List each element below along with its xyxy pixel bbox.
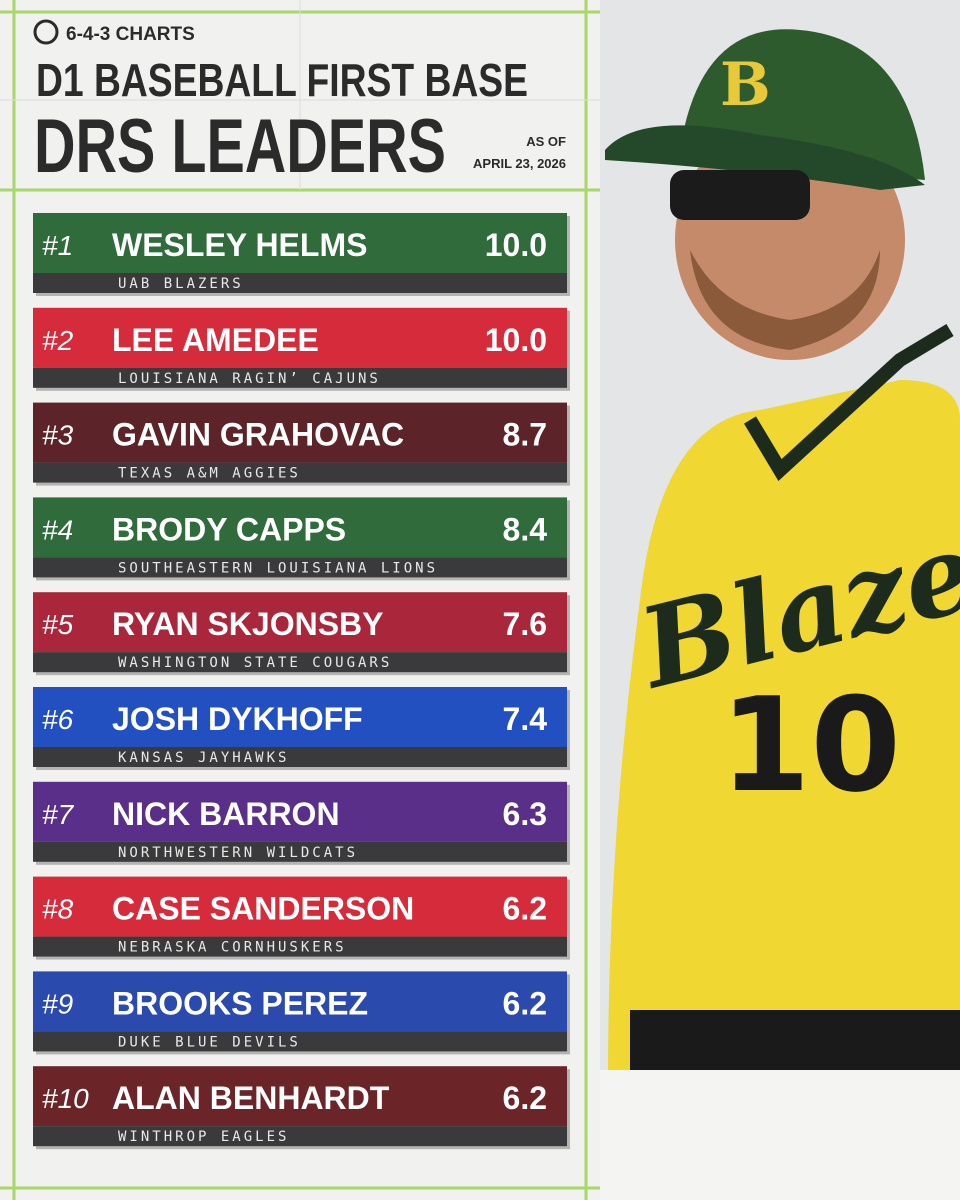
team-name: DUKE BLUE DEVILS [118, 1034, 301, 1050]
leader-row: #1 WESLEY HELMS 10.0 UAB BLAZERS [33, 213, 570, 296]
team-name: NEBRASKA CORNHUSKERS [118, 940, 347, 956]
player-name: RYAN SKJONSBY [112, 606, 383, 642]
rank: #5 [42, 609, 74, 640]
player-name: CASE SANDERSON [112, 891, 414, 927]
row-strip [33, 1031, 567, 1052]
team-name: WINTHROP EAGLES [118, 1129, 289, 1145]
rank: #2 [42, 325, 74, 356]
drs-value: 8.7 [503, 417, 547, 453]
row-strip [33, 747, 567, 767]
row-band [33, 687, 567, 747]
brand: 6-4-3 CHARTS [66, 24, 195, 45]
row-band [33, 213, 567, 273]
brand-logo [33, 19, 59, 45]
drs-value: 10.0 [485, 322, 547, 358]
rank: #9 [42, 988, 73, 1019]
row-band [33, 592, 567, 653]
rank: #1 [42, 230, 73, 261]
svg-text:B: B [720, 50, 771, 120]
as-of-date: APRIL 23, 2026 [473, 156, 566, 171]
row-strip [33, 273, 567, 293]
team-name: UAB BLAZERS [118, 276, 244, 292]
drs-value: 8.4 [503, 511, 548, 547]
drs-value: 6.2 [503, 985, 547, 1021]
rank: #6 [42, 704, 74, 735]
row-strip [33, 841, 567, 862]
drs-value: 6.2 [503, 891, 547, 927]
rank: #4 [42, 514, 73, 545]
player-photo: B Blazers 10 [600, 0, 960, 1200]
row-strip [33, 936, 567, 957]
player-name: BRODY CAPPS [112, 511, 346, 547]
player-name: GAVIN GRAHOVAC [112, 417, 404, 453]
drs-value: 7.6 [503, 606, 547, 642]
row-band [33, 876, 567, 937]
player-name: ALAN BENHARDT [112, 1080, 390, 1116]
row-band [33, 307, 567, 368]
row-strip [33, 557, 567, 578]
team-name: WASHINGTON STATE COUGARS [118, 655, 392, 671]
row-band [33, 781, 567, 842]
rank: #8 [42, 894, 74, 925]
subtitle: DRS LEADERS [34, 104, 446, 189]
leaderboard: #1 WESLEY HELMS 10.0 UAB BLAZERS #2 LEE AMEDE… [33, 213, 570, 1150]
team-name: TEXAS A&M AGGIES [118, 466, 301, 482]
team-name: KANSAS JAYHAWKS [118, 750, 289, 766]
drs-value: 6.3 [503, 796, 547, 832]
leader-row: #9 BROOKS PEREZ 6.2 DUKE BLUE DEVILS [33, 971, 570, 1055]
drs-value: 6.2 [503, 1080, 547, 1116]
leader-row: #5 RYAN SKJONSBY 7.6 WASHINGTON STATE COUGA… [33, 592, 570, 676]
rank: #7 [42, 799, 75, 830]
row-strip [33, 367, 567, 388]
player-name: BROOKS PEREZ [112, 985, 368, 1021]
row-band [33, 1066, 567, 1127]
team-name: NORTHWESTERN WILDCATS [118, 845, 358, 861]
leader-row: #3 GAVIN GRAHOVAC 8.7 TEXAS A&M AGGIES [33, 402, 570, 486]
team-name: LOUISIANA RAGIN’ CAJUNS [118, 371, 381, 387]
row-strip [33, 1126, 567, 1147]
player-name: LEE AMEDEE [112, 322, 319, 358]
leader-row: #4 BRODY CAPPS 8.4 SOUTHEASTERN LOUISIANA L… [33, 497, 570, 581]
leader-row: #6 JOSH DYKHOFF 7.4 KANSAS JAYHAWKS [33, 687, 570, 770]
row-band [33, 971, 567, 1032]
rank: #3 [42, 420, 74, 451]
as-of-label: AS OF [526, 134, 566, 149]
rank: #10 [42, 1083, 89, 1114]
svg-text:10: 10 [720, 669, 901, 821]
team-name: SOUTHEASTERN LOUISIANA LIONS [118, 560, 438, 576]
player-name: JOSH DYKHOFF [112, 701, 363, 737]
player-name: NICK BARRON [112, 796, 340, 832]
row-band [33, 497, 567, 558]
row-strip [33, 462, 567, 483]
leader-row: #2 LEE AMEDEE 10.0 LOUISIANA RAGIN’ CAJUNS [33, 307, 570, 391]
drs-value: 7.4 [503, 701, 548, 737]
header: 6-4-3 CHARTS D1 BASEBALL FIRST BASE DRS … [33, 19, 566, 189]
title: D1 BASEBALL FIRST BASE [36, 54, 528, 106]
leader-row: #10 ALAN BENHARDT 6.2 WINTHROP EAGLES [33, 1066, 570, 1150]
row-band [33, 402, 567, 463]
leader-row: #8 CASE SANDERSON 6.2 NEBRASKA CORNHUSKERS [33, 876, 570, 960]
player-name: WESLEY HELMS [112, 227, 367, 263]
leader-row: #7 NICK BARRON 6.3 NORTHWESTERN WILDCATS [33, 781, 570, 865]
row-strip [33, 652, 567, 673]
grid-lines [0, 0, 600, 190]
drs-value: 10.0 [485, 227, 547, 263]
